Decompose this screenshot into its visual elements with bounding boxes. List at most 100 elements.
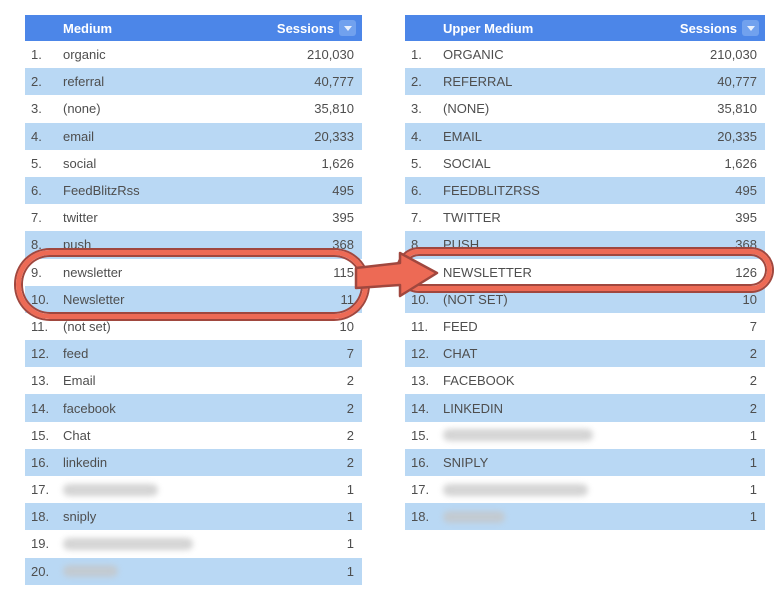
row-label: LINKEDIN [443,400,503,416]
triangle-down-icon [343,25,352,31]
row-sessions-value: 495 [735,183,757,199]
table-row: 9. NEWSLETTER 126 [405,258,765,286]
row-label: social [63,155,97,171]
row-label: SOCIAL [443,155,491,171]
row-number: 5. [411,155,422,171]
row-number: 9. [411,264,422,280]
row-label: FEED [443,318,478,334]
row-number: 16. [411,454,430,470]
table-row: 2. REFERRAL 40,777 [405,68,765,96]
row-label: Chat [63,427,91,443]
row-label: facebook [63,400,116,416]
row-number: 18. [31,509,50,525]
table-row: 13. FACEBOOK 2 [405,367,765,395]
table-row: 7. TWITTER 395 [405,204,765,232]
row-sessions-value: 1,626 [724,155,757,171]
row-label: Newsletter [63,291,125,307]
table-row: 3. (none) 35,810 [25,95,362,123]
row-number: 11. [411,318,429,334]
row-sessions-value: 2 [749,400,757,416]
table-upper-medium: Upper Medium Sessions 1. ORGANIC 210,030 2.… [405,15,765,531]
blurred-text [443,510,505,523]
row-label: ORGANIC [443,47,504,63]
row-sessions-value: 2 [749,346,757,362]
row-label: TWITTER [443,210,501,226]
sort-descending-button[interactable] [339,20,356,36]
table-row: 15. Chat 2 [25,421,362,449]
row-number: 3. [411,101,422,117]
table-row: 6. FEEDBLITZRSS 495 [405,176,765,205]
row-sessions-value: 395 [332,210,354,226]
row-sessions-value: 1 [346,482,354,498]
row-label: linkedin [63,454,108,470]
blurred-text [443,429,593,442]
row-number: 12. [411,346,430,362]
row-sessions-value: 368 [332,237,354,253]
row-sessions-value: 2 [346,427,354,443]
table-row: 13. Email 2 [25,367,362,395]
table-row: 18. 1 [405,503,765,531]
metric-header: Sessions [680,20,759,36]
row-number: 14. [411,400,430,416]
row-label-redacted [443,510,750,523]
row-sessions-value: 1 [749,509,757,525]
table-row: 17. 1 [405,476,765,504]
row-number: 7. [31,210,42,226]
row-number: 17. [31,482,50,498]
table-row: 10. Newsletter 11 [25,285,362,313]
row-sessions-value: 35,810 [314,101,354,117]
row-sessions-value: 40,777 [314,74,354,90]
table-row: 18. sniply 1 [25,503,362,531]
row-label-redacted [63,537,347,550]
row-label: CHAT [443,346,478,362]
row-label: FACEBOOK [443,373,515,389]
row-number: 1. [31,47,42,63]
row-label: organic [63,47,106,63]
row-label-redacted [443,429,750,442]
row-label: EMAIL [443,128,483,144]
metric-header-label: Sessions [276,20,334,36]
row-sessions-value: 368 [735,237,757,253]
table-row: 12. feed 7 [25,340,362,368]
table-row: 9. newsletter 115 [25,258,362,286]
row-label: email [63,128,95,144]
table-row: 4. email 20,333 [25,122,362,150]
row-sessions-value: 2 [346,454,354,470]
table-row: 8. PUSH 368 [405,231,765,259]
triangle-down-icon [746,25,755,31]
table-row: 17. 1 [25,476,362,504]
table-row: 15. 1 [405,421,765,449]
row-number: 16. [31,454,50,470]
table-row: 14. LINKEDIN 2 [405,394,765,422]
table-row: 4. EMAIL 20,335 [405,122,765,150]
row-number: 12. [31,346,50,362]
row-sessions-value: 1 [346,509,354,525]
blurred-text [63,483,158,496]
row-sessions-value: 210,030 [710,47,757,63]
row-sessions-value: 210,030 [307,47,354,63]
blurred-text [443,483,588,496]
row-number: 2. [31,74,42,90]
row-sessions-value: 7 [749,318,757,334]
row-number: 17. [411,482,430,498]
row-label: (NOT SET) [443,291,508,307]
table-row: 11. FEED 7 [405,312,765,341]
sort-descending-button[interactable] [742,20,759,36]
metric-header: Sessions [277,20,356,36]
row-number: 14. [31,400,50,416]
row-sessions-value: 7 [346,346,354,362]
row-number: 3. [31,101,42,117]
metric-header-label: Sessions [679,20,737,36]
row-sessions-value: 2 [346,373,354,389]
table-row: 6. FeedBlitzRss 495 [25,176,362,205]
row-label: (none) [63,101,101,117]
table-medium: Medium Sessions 1. organic 210,030 2. referr… [25,15,362,585]
table-body: 1. ORGANIC 210,030 2. REFERRAL 40,777 3. (NONE)… [405,41,765,531]
table-row: 16. SNIPLY 1 [405,448,765,476]
row-sessions-value: 1,626 [321,155,354,171]
row-sessions-value: 395 [735,210,757,226]
row-sessions-value: 126 [735,264,757,280]
row-number: 9. [31,264,42,280]
row-sessions-value: 40,777 [717,74,757,90]
row-sessions-value: 1 [346,563,354,579]
